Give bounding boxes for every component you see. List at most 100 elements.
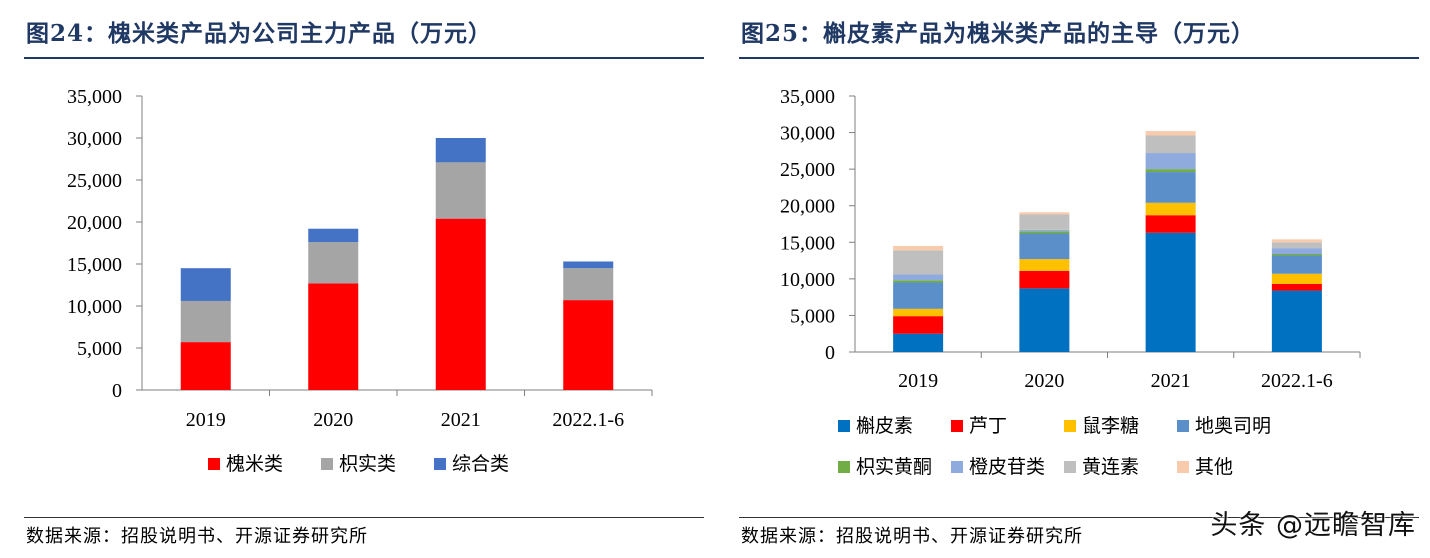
legend-swatch-1 bbox=[321, 458, 333, 470]
figure-25-panel: 图25：槲皮素产品为槐米类产品的主导（万元） 0 5,000 10,000 15,00… bbox=[715, 0, 1430, 558]
bar-2020-series-0 bbox=[1019, 288, 1070, 352]
bar-2021-series-7 bbox=[1145, 131, 1196, 136]
bar-2021-series-0 bbox=[1145, 232, 1196, 352]
x-tick-label: 2022.1-6 bbox=[1261, 370, 1333, 392]
y-tick-label: 30,000 bbox=[780, 123, 835, 145]
legend-swatch-2 bbox=[1064, 420, 1076, 432]
bar-202216-series-2 bbox=[563, 261, 614, 269]
bar-2019-series-1 bbox=[893, 316, 944, 334]
bar-202216-series-3 bbox=[1271, 255, 1322, 274]
legend-label-0: 槐米类 bbox=[226, 453, 283, 475]
bar-2019-series-5 bbox=[893, 274, 944, 281]
y-tick-label: 35,000 bbox=[67, 86, 122, 108]
bar-2020-series-4 bbox=[1019, 231, 1070, 234]
bar-2021-series-0 bbox=[435, 218, 486, 390]
bar-2021-series-3 bbox=[1145, 172, 1196, 203]
figure-25-source: 数据来源：招股说明书、开源证券研究所 bbox=[741, 526, 1083, 547]
bar-2020-series-1 bbox=[308, 242, 359, 284]
x-tick-label: 2020 bbox=[1024, 370, 1064, 392]
figure-25-title-rule bbox=[739, 57, 1419, 59]
bar-2020-series-6 bbox=[1019, 214, 1070, 230]
legend-label-6: 黄连素 bbox=[1082, 456, 1139, 478]
bar-2021-series-2 bbox=[435, 138, 486, 163]
legend-label-2: 综合类 bbox=[452, 453, 509, 475]
legend-label-4: 枳实黄酮 bbox=[856, 456, 932, 478]
bar-2019-series-0 bbox=[180, 342, 231, 390]
y-tick-label: 25,000 bbox=[780, 159, 835, 181]
bar-2021-series-1 bbox=[435, 162, 486, 219]
legend-swatch-7 bbox=[1177, 461, 1189, 473]
legend-swatch-4 bbox=[838, 461, 850, 473]
x-tick-label: 2019 bbox=[898, 370, 938, 392]
legend-swatch-6 bbox=[1064, 461, 1076, 473]
bar-2020-series-3 bbox=[1019, 233, 1070, 260]
bar-202216-series-6 bbox=[1271, 242, 1322, 249]
bar-2021-series-2 bbox=[1145, 202, 1196, 216]
bar-202216-series-4 bbox=[1271, 253, 1322, 256]
legend-swatch-5 bbox=[951, 461, 963, 473]
bar-2019-series-6 bbox=[893, 250, 944, 275]
bar-2020-series-0 bbox=[308, 283, 359, 390]
bar-202216-series-5 bbox=[1271, 248, 1322, 254]
bar-2019-series-3 bbox=[893, 282, 944, 309]
legend-label-1: 枳实类 bbox=[339, 453, 396, 475]
bar-202216-series-1 bbox=[1271, 283, 1322, 291]
y-tick-label: 25,000 bbox=[67, 170, 122, 192]
legend-swatch-0 bbox=[838, 420, 850, 432]
bar-2020-series-2 bbox=[1019, 259, 1070, 271]
legend-swatch-1 bbox=[951, 420, 963, 432]
watermark: 头条 @远瞻智库 bbox=[1210, 510, 1416, 541]
figure-25-source-rule bbox=[739, 517, 1419, 518]
bar-2020-series-5 bbox=[1019, 229, 1070, 232]
bar-2019-series-4 bbox=[893, 280, 944, 283]
x-tick-label: 2019 bbox=[186, 409, 226, 431]
legend-label-2: 鼠李糖 bbox=[1082, 415, 1139, 437]
bar-2020-series-1 bbox=[1019, 270, 1070, 289]
y-tick-label: 15,000 bbox=[780, 232, 835, 254]
figure-25-title: 图25：槲皮素产品为槐米类产品的主导（万元） bbox=[741, 20, 1256, 47]
bar-2019-series-2 bbox=[180, 268, 231, 301]
y-tick-label: 0 bbox=[825, 342, 835, 364]
bar-202216-series-2 bbox=[1271, 273, 1322, 284]
y-tick-label: 10,000 bbox=[780, 269, 835, 291]
y-tick-label: 35,000 bbox=[780, 86, 835, 108]
bar-2019-series-1 bbox=[180, 300, 231, 343]
bar-2019-series-7 bbox=[893, 245, 944, 251]
legend-swatch-0 bbox=[208, 458, 220, 470]
figure-24-title-rule bbox=[24, 57, 704, 59]
y-tick-label: 10,000 bbox=[67, 296, 122, 318]
legend-label-7: 其他 bbox=[1195, 456, 1233, 478]
legend-label-5: 橙皮苷类 bbox=[969, 456, 1045, 478]
x-tick-label: 2021 bbox=[441, 409, 481, 431]
y-tick-label: 20,000 bbox=[780, 196, 835, 218]
y-tick-label: 5,000 bbox=[790, 305, 835, 327]
legend-label-3: 地奥司明 bbox=[1195, 415, 1271, 437]
bar-2019-series-2 bbox=[893, 308, 944, 317]
bar-202216-series-1 bbox=[563, 268, 614, 301]
y-tick-label: 5,000 bbox=[77, 338, 122, 360]
legend-swatch-2 bbox=[434, 458, 446, 470]
y-tick-label: 20,000 bbox=[67, 212, 122, 234]
figure-25-chart: 0 5,000 10,000 15,000 20,000 25,000 30,000 35,0… bbox=[780, 86, 1361, 478]
figure-24-panel: 图24：槐米类产品为公司主力产品（万元） 0 5,000 10,000 15,000 2… bbox=[24, 20, 704, 547]
bar-202216-series-0 bbox=[563, 300, 614, 390]
bar-2019-series-0 bbox=[893, 333, 944, 352]
y-tick-label: 0 bbox=[112, 380, 122, 402]
bar-202216-series-0 bbox=[1271, 290, 1322, 352]
bar-2020-series-7 bbox=[1019, 212, 1070, 215]
x-tick-label: 2022.1-6 bbox=[552, 409, 624, 431]
y-tick-label: 15,000 bbox=[67, 254, 122, 276]
bar-202216-series-7 bbox=[1271, 239, 1322, 243]
bar-2021-series-4 bbox=[1145, 169, 1196, 173]
bar-2021-series-6 bbox=[1145, 135, 1196, 154]
y-tick-label: 30,000 bbox=[67, 128, 122, 150]
figure-24-source: 数据来源：招股说明书、开源证券研究所 bbox=[26, 526, 368, 547]
legend-label-0: 槲皮素 bbox=[856, 415, 913, 437]
x-tick-label: 2020 bbox=[313, 409, 353, 431]
figure-24-chart: 0 5,000 10,000 15,000 20,000 25,000 30,000 35,0… bbox=[67, 86, 653, 475]
figure-24-source-rule bbox=[24, 517, 704, 518]
bar-2020-series-2 bbox=[308, 228, 359, 243]
x-tick-label: 2021 bbox=[1151, 370, 1191, 392]
legend-label-1: 芦丁 bbox=[969, 415, 1007, 437]
legend-swatch-3 bbox=[1177, 420, 1189, 432]
